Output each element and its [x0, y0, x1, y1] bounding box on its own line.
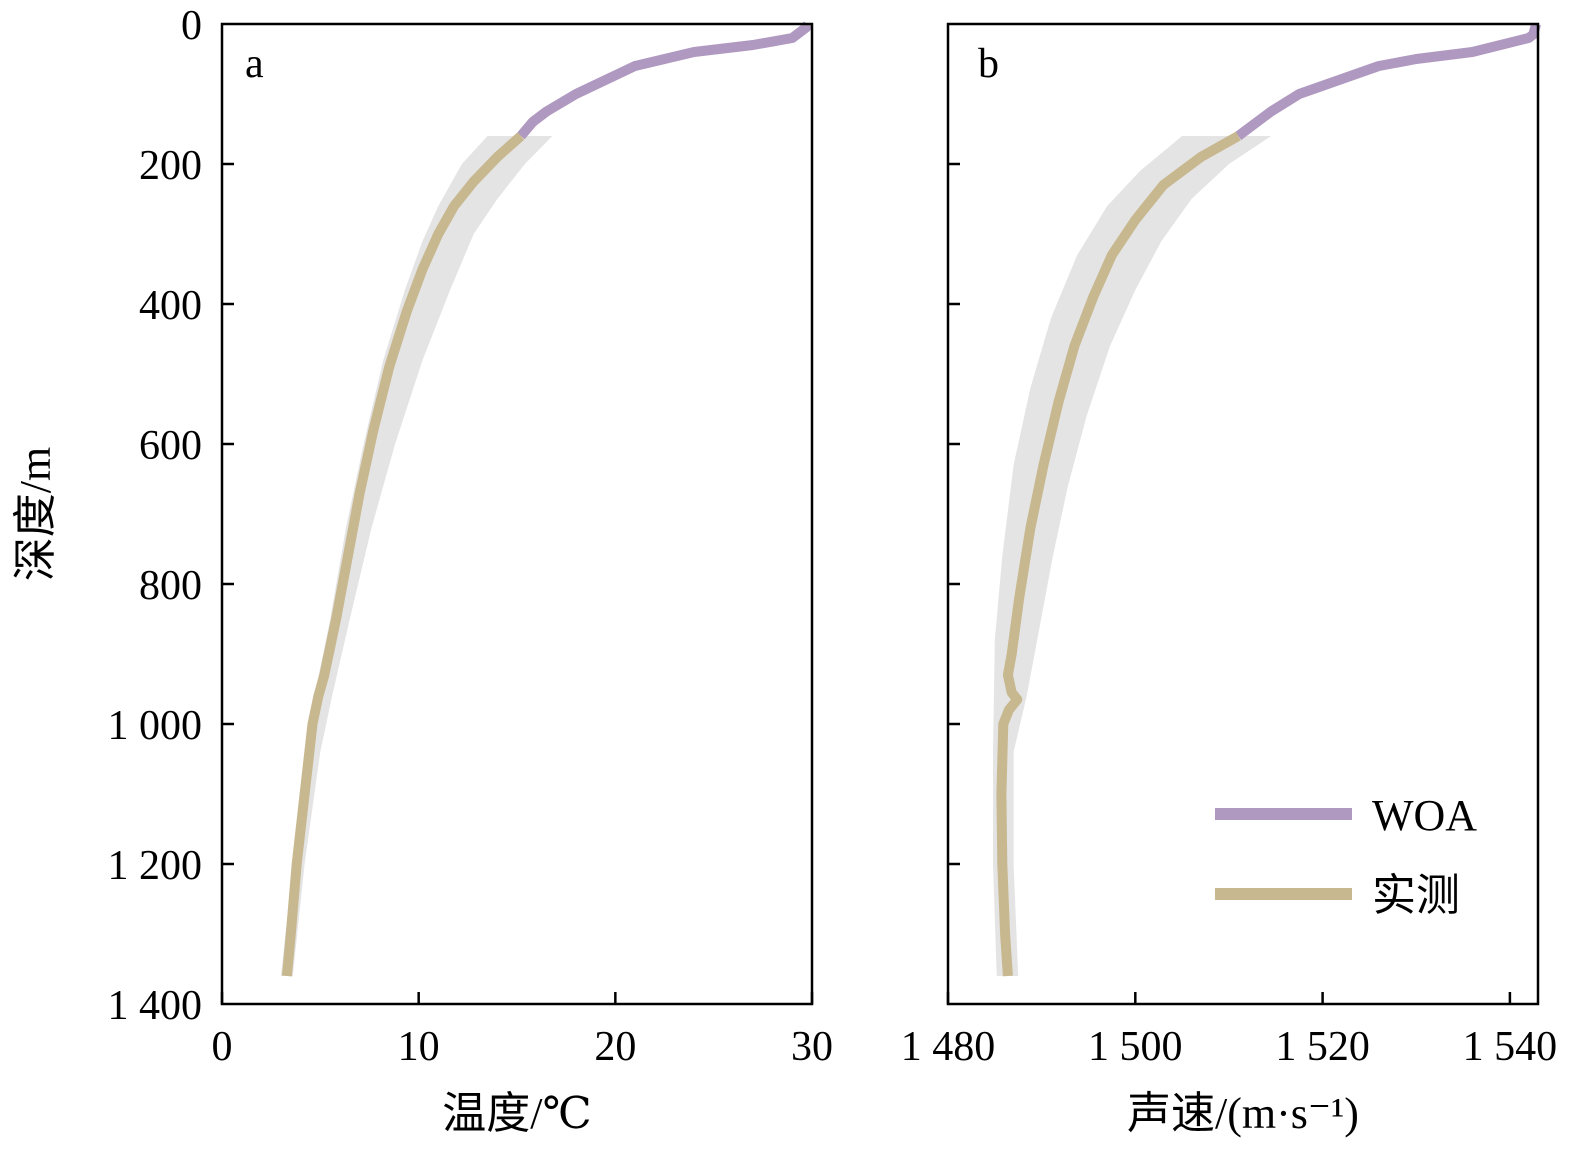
temperature-axis-title: 温度/℃	[442, 1089, 591, 1138]
sound-speed-panel: 1 480 1 500 1 520 1 540 b 声速/(m·s⁻¹)	[901, 22, 1558, 1138]
temperature-y-tick-label: 400	[139, 283, 202, 329]
sound-speed-uncertainty-band	[993, 136, 1272, 976]
panel-label-a: a	[245, 41, 264, 87]
temperature-series-measured	[281, 132, 525, 977]
temperature-y-tick-label: 600	[139, 423, 202, 469]
sound-speed-x-tick-label: 1 500	[1088, 1024, 1183, 1070]
temperature-x-tick-label: 30	[791, 1024, 833, 1070]
temperature-y-tick-label: 1 200	[108, 843, 203, 889]
temperature-x-tick-label: 20	[594, 1024, 636, 1070]
temperature-y-tick-label: 1 000	[108, 703, 203, 749]
temperature-series-woa	[517, 21, 813, 140]
temperature-x-tick-label: 0	[212, 1024, 233, 1070]
panel-label-b: b	[978, 41, 999, 87]
temperature-y-tick-label: 800	[139, 563, 202, 609]
temperature-plot-frame	[220, 22, 814, 1006]
sound-speed-axis-title: 声速/(m·s⁻¹)	[1127, 1089, 1359, 1138]
sound-speed-series-measured	[996, 131, 1241, 977]
legend-label-woa: WOA	[1372, 791, 1477, 840]
sound-speed-series-woa	[1235, 22, 1541, 141]
temperature-y-tick-label: 1 400	[108, 983, 203, 1029]
depth-axis-title: 深度/m	[11, 447, 60, 581]
sound-speed-x-tick-label: 1 540	[1463, 1024, 1558, 1070]
temperature-uncertainty-band	[281, 136, 553, 976]
legend-label-measured: 实测	[1372, 871, 1460, 920]
legend: WOA 实测	[1215, 791, 1477, 920]
temperature-panel: 0 10 20 30 0 200 400 600 800 1 000 1 200 1 400 a 温度…	[11, 3, 833, 1138]
temperature-y-tick-label: 0	[181, 3, 202, 49]
sound-speed-x-tick-label: 1 480	[901, 1024, 996, 1070]
sound-speed-plot-frame	[946, 22, 1540, 1006]
temperature-x-tick-label: 10	[398, 1024, 440, 1070]
sound-speed-x-tick-label: 1 520	[1275, 1024, 1370, 1070]
temperature-y-tick-label: 200	[139, 143, 202, 189]
